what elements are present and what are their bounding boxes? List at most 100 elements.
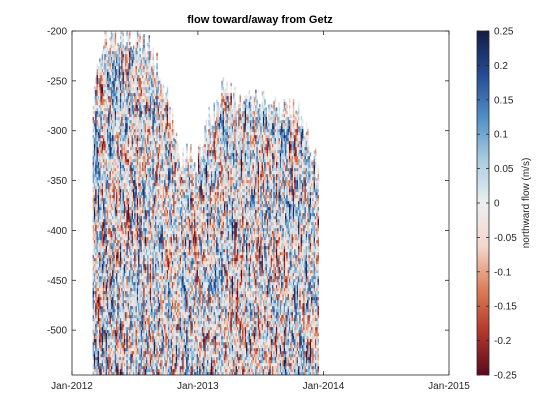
heat-cell [114, 171, 117, 175]
heat-cell [139, 258, 141, 262]
heat-cell [105, 96, 108, 100]
heat-cell [112, 303, 114, 307]
heat-cell [112, 78, 114, 82]
heat-cell [148, 135, 150, 139]
heat-cell [108, 123, 110, 127]
heat-cell [129, 63, 131, 67]
heat-cell [148, 264, 150, 268]
heat-cell [138, 213, 140, 217]
heat-cell [93, 105, 96, 109]
heat-cell [127, 39, 130, 43]
heat-cell [132, 345, 135, 349]
heat-cell [135, 174, 137, 178]
heat-cell [131, 195, 134, 199]
heat-cell [103, 237, 105, 241]
heat-cell [135, 279, 137, 283]
heat-cell [92, 303, 95, 307]
heat-cell [114, 276, 117, 280]
heat-cell [121, 120, 123, 124]
heat-cell [100, 102, 102, 106]
heat-cell [132, 285, 135, 289]
heat-cell [118, 333, 121, 337]
heat-cell [134, 342, 136, 346]
heat-cell [145, 51, 148, 55]
heat-cell [113, 96, 115, 100]
heat-cell [116, 282, 118, 286]
heat-cell [97, 159, 100, 163]
heat-cell [110, 258, 113, 262]
heat-cell [121, 123, 123, 127]
heat-cell [123, 354, 126, 358]
heat-cell [114, 39, 117, 43]
heat-cell [129, 351, 131, 355]
heat-cell [119, 267, 122, 271]
heat-cell [103, 291, 105, 295]
heat-cell [119, 207, 122, 211]
heat-cell [145, 369, 148, 373]
heat-cell [108, 162, 110, 166]
heat-cell [105, 31, 108, 35]
heat-cell [101, 51, 104, 55]
heat-cell [121, 126, 123, 130]
heat-cell [106, 345, 109, 349]
heat-cell [118, 96, 121, 100]
heat-cell [143, 129, 145, 133]
heat-cell [101, 309, 104, 313]
heat-cell [100, 225, 102, 229]
heat-cell [113, 57, 115, 61]
heat-cell [121, 207, 123, 211]
heat-cell [92, 135, 95, 139]
heat-cell [148, 123, 150, 127]
heat-cell [130, 336, 132, 340]
heat-cell [131, 363, 134, 367]
heat-cell [138, 153, 140, 157]
heat-cell [147, 282, 149, 286]
heat-cell [113, 216, 115, 220]
heat-cell [99, 369, 101, 373]
heat-cell [100, 111, 102, 115]
heat-cell [129, 72, 131, 76]
heat-cell [140, 336, 143, 340]
heat-cell [96, 75, 98, 79]
heat-cell [97, 276, 100, 280]
heat-cell [108, 90, 110, 94]
heat-cell [96, 141, 98, 145]
heat-cell [126, 282, 128, 286]
heat-cell [139, 267, 141, 271]
heat-cell [147, 123, 149, 127]
heat-cell [134, 75, 136, 79]
heat-cell [110, 372, 113, 375]
heat-cell [130, 366, 132, 370]
heat-cell [130, 192, 132, 196]
heat-cell [93, 255, 96, 259]
heat-cell [126, 123, 128, 127]
heat-cell [148, 93, 150, 97]
heat-cell [140, 291, 143, 295]
heat-cell [118, 216, 121, 220]
heat-cell [110, 285, 113, 289]
heat-cell [134, 306, 136, 310]
heat-cell [139, 240, 141, 244]
heat-cell [126, 333, 128, 337]
heat-cell [143, 351, 145, 355]
heat-cell [123, 249, 126, 253]
heat-cell [142, 57, 144, 61]
heat-cell [104, 177, 106, 181]
heat-cell [143, 285, 145, 289]
heat-cell [122, 258, 124, 262]
heat-cell [104, 228, 106, 232]
heat-cell [138, 258, 140, 262]
heat-cell [105, 345, 108, 349]
heat-cell [106, 183, 109, 187]
heat-cell [134, 135, 136, 139]
heat-cell [125, 267, 127, 271]
heat-cell [117, 210, 119, 214]
heat-cell [123, 285, 126, 289]
heat-cell [129, 198, 131, 202]
heat-cell [97, 156, 100, 160]
heat-cell [139, 246, 141, 250]
heat-cell [125, 327, 127, 331]
heat-cell [127, 177, 130, 181]
heat-cell [101, 126, 104, 130]
heat-cell [104, 330, 106, 334]
